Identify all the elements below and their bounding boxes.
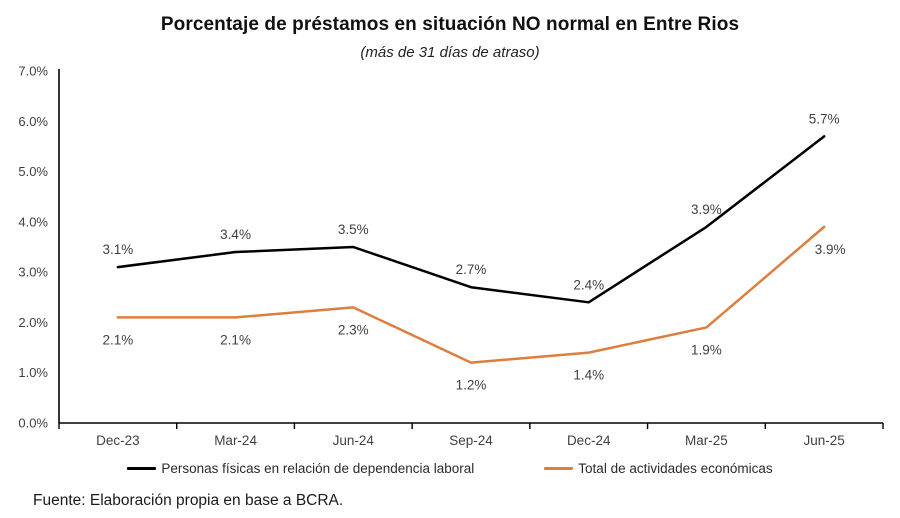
legend-item-total-actividades: Total de actividades económicas [544, 461, 773, 476]
legend-item-personas-fisicas: Personas físicas en relación de dependen… [127, 461, 474, 476]
y-tick-label: 6.0% [18, 114, 48, 129]
data-label: 3.9% [691, 202, 722, 217]
y-tick-label: 0.0% [18, 416, 48, 431]
data-label: 3.4% [220, 227, 251, 242]
legend: Personas físicas en relación de dependen… [0, 461, 900, 476]
x-tick-label: Mar-25 [685, 433, 728, 448]
data-label: 2.3% [338, 322, 369, 337]
legend-label: Personas físicas en relación de dependen… [161, 461, 475, 476]
y-tick-label: 3.0% [18, 265, 48, 280]
chart-subtitle: (más de 31 días de atraso) [360, 44, 540, 61]
y-tick-label: 5.0% [18, 164, 48, 179]
series-line-0 [116, 135, 826, 304]
y-tick-label: 2.0% [18, 315, 48, 330]
y-tick-label: 4.0% [18, 214, 48, 229]
x-tick-label: Dec-24 [567, 433, 611, 448]
data-label: 2.7% [456, 262, 487, 277]
y-tick-label: 1.0% [18, 365, 48, 380]
data-label: 2.1% [102, 332, 133, 347]
legend-line-swatch-orange [544, 467, 574, 470]
source-note: Fuente: Elaboración propia en base a BCR… [33, 492, 344, 509]
data-label: 2.4% [573, 277, 604, 292]
x-tick-label: Dec-23 [96, 433, 140, 448]
x-tick-label: Sep-24 [449, 433, 493, 448]
data-label: 3.9% [815, 242, 846, 257]
data-label: 1.4% [573, 368, 604, 383]
data-label: 1.9% [691, 342, 722, 357]
data-label: 5.7% [809, 111, 840, 126]
data-label: 3.1% [102, 242, 133, 257]
x-tick-label: Mar-24 [214, 433, 257, 448]
x-tick-label: Jun-24 [333, 433, 375, 448]
chart-title: Porcentaje de préstamos en situación NO … [160, 14, 740, 35]
legend-line-swatch-black [127, 467, 157, 470]
legend-label: Total de actividades económicas [578, 461, 773, 476]
data-label: 3.5% [338, 222, 369, 237]
data-label: 1.2% [456, 378, 487, 393]
series-line-1 [116, 225, 826, 364]
y-tick-label: 7.0% [18, 64, 48, 79]
x-tick-label: Jun-25 [804, 433, 845, 448]
plot-area: 0.0% 1.0% 2.0% 3.0% 4.0% 5.0% 6.0% 7.0% Dec-23 Ma… [18, 64, 884, 448]
data-label: 2.1% [220, 332, 251, 347]
